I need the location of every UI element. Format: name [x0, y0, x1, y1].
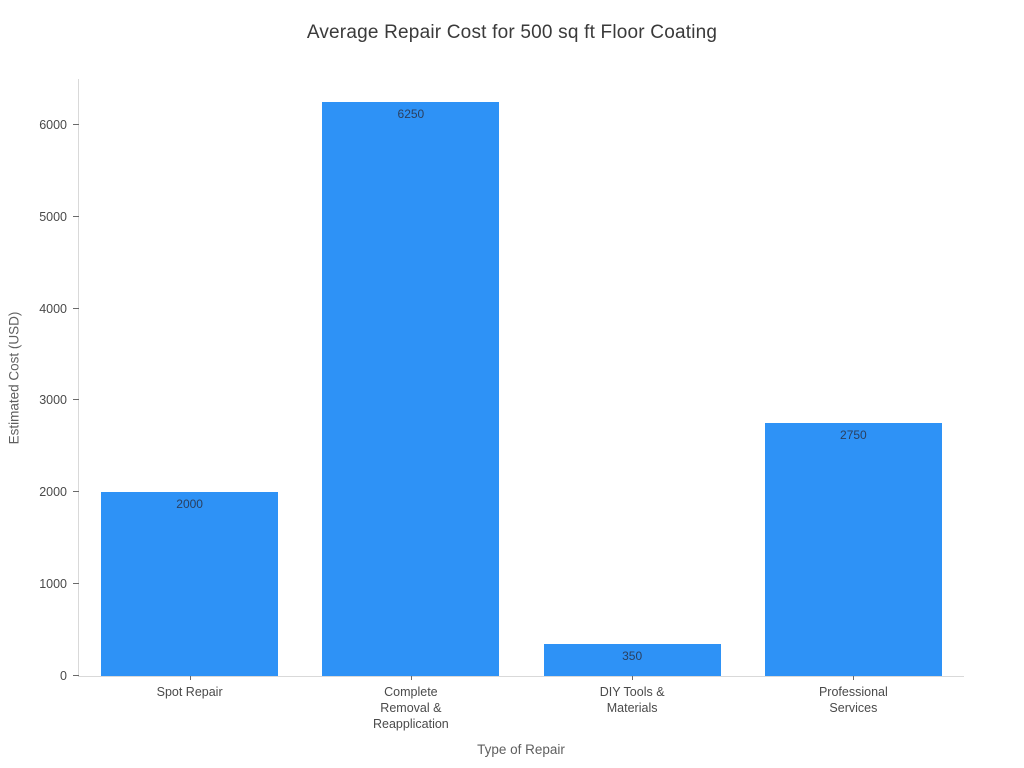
y-axis-tick-label: 3000 — [39, 393, 67, 408]
x-axis-tick-label-line: Materials — [606, 701, 658, 715]
x-axis-tick-mark — [189, 676, 191, 680]
bar-value-label: 2000 — [176, 497, 203, 512]
bar-slot: 350 DIY Tools & Materials — [522, 79, 743, 715]
x-axis-title: Type of Repair — [477, 742, 565, 757]
y-axis-tick-label: 4000 — [39, 301, 67, 316]
y-axis-tick-mark — [73, 123, 79, 125]
bar-slot: 2750 Professional Services — [743, 79, 964, 715]
bar-value-label: 2750 — [840, 428, 867, 443]
x-axis-tick-label: DIY Tools & Materials — [502, 684, 763, 716]
bar-2: 6250 — [322, 101, 500, 676]
y-axis-tick-label: 0 — [60, 669, 67, 683]
y-axis-tick-mark — [73, 583, 79, 585]
y-axis-tick-label: 5000 — [39, 209, 67, 224]
x-axis-tick-label-line: Removal & — [380, 701, 442, 715]
x-axis-tick-label-line: Spot Repair — [156, 685, 223, 699]
bar-slot: 6250 Complete Removal & Reapplication — [300, 79, 521, 731]
y-axis-tick-mark — [73, 215, 79, 217]
x-axis-tick-label-line: Reapplication — [373, 717, 449, 731]
bar-value-label: 350 — [622, 648, 643, 663]
y-axis-title: Estimated Cost (USD) — [6, 311, 22, 445]
y-axis-tick-label: 1000 — [39, 577, 67, 592]
x-axis-tick-label-line: Professional — [818, 685, 888, 699]
x-axis-tick-mark — [632, 676, 634, 680]
y-axis-tick-label: 6000 — [39, 117, 67, 132]
bar-3: 350 — [543, 643, 721, 676]
y-axis-tick-mark — [73, 399, 79, 401]
chart-title: Average Repair Cost for 500 sq ft Floor … — [306, 22, 718, 43]
x-axis-tick-mark — [410, 676, 412, 680]
x-axis-tick-label-line: Services — [829, 701, 878, 715]
x-axis-tick-label: Professional Services — [723, 684, 984, 716]
bar-4: 2750 — [764, 423, 942, 676]
y-axis-tick-mark — [73, 307, 79, 309]
x-axis-tick-label-line: DIY Tools & — [599, 685, 665, 699]
x-axis-tick-mark — [853, 676, 855, 680]
x-axis-tick-label: Complete Removal & Reapplication — [280, 684, 541, 732]
bars-container: 2000 Spot Repair 6250 Complete Removal & Reap… — [79, 79, 964, 731]
bar-value-label: 6250 — [397, 106, 425, 121]
y-axis-tick-mark — [73, 675, 79, 676]
bar-1: 2000 — [101, 492, 279, 676]
bar-slot: 2000 Spot Repair — [79, 79, 300, 699]
y-axis-tick-mark — [73, 491, 79, 493]
plot-area: 2000 Spot Repair 6250 Complete Removal & Reap… — [39, 79, 964, 731]
x-axis-tick-label-line: Complete — [384, 685, 438, 699]
x-axis-tick-label: Spot Repair — [59, 684, 320, 700]
y-axis-tick-label: 2000 — [39, 485, 67, 500]
